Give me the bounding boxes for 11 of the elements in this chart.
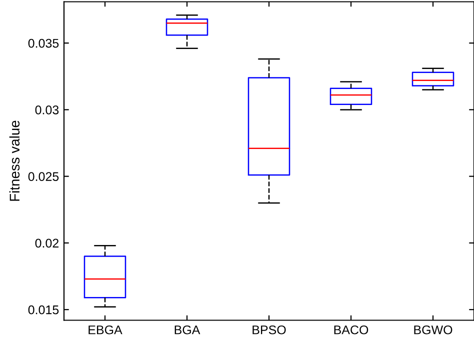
y-tick-label: 0.025: [28, 172, 59, 181]
y-tick-label: 0.015: [28, 305, 59, 314]
y-tick-label: 0.035: [28, 38, 59, 48]
x-tick-label: BGA: [174, 325, 200, 334]
y-tick-label: 0.02: [35, 238, 59, 248]
y-axis-title: Fitness value: [9, 120, 20, 201]
x-tick-label: EBGA: [88, 325, 122, 334]
x-tick-label: BPSO: [252, 325, 286, 334]
x-tick-label: BGWO: [414, 325, 452, 334]
y-tick-label: 0.03: [35, 105, 59, 114]
x-tick-label: BACO: [334, 325, 368, 334]
